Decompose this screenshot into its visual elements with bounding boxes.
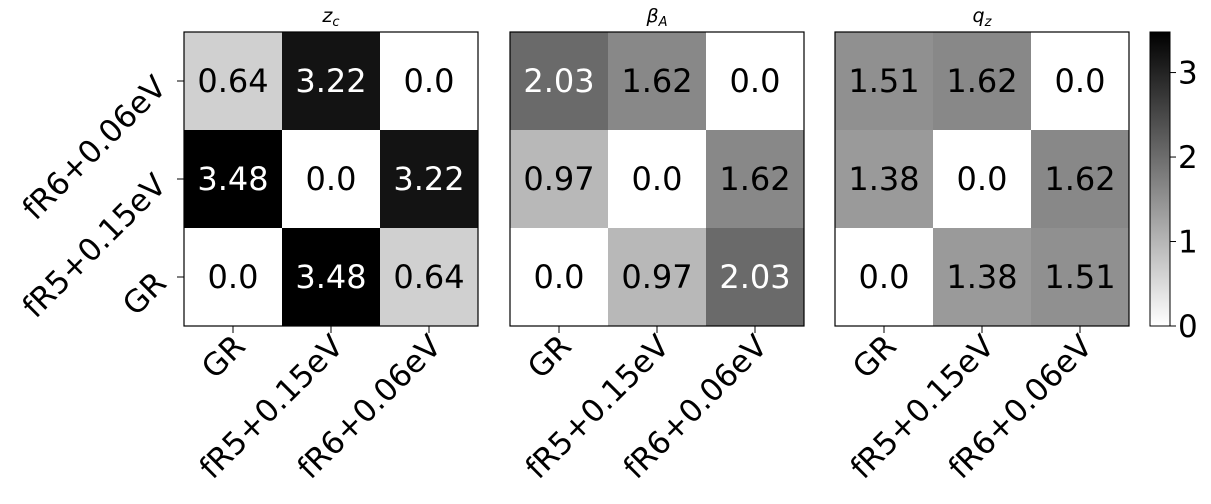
heatmap-panel: 0.64 3.22 0.03.48 0.0 3.220.0 3.48 0.64zcGRfR5… [16, 5, 479, 486]
heatmap-cell [933, 228, 1031, 326]
cell-value-label: 2.03 [523, 62, 594, 100]
heatmap-cell [380, 130, 478, 228]
heatmap-cell [380, 32, 478, 130]
panel-title: qz [973, 5, 993, 30]
cell-value-label: 1.38 [848, 160, 919, 198]
heatmap-cell [608, 32, 706, 130]
cell-value-label: 3.22 [295, 62, 366, 100]
colorbar-frame [1149, 31, 1171, 327]
cell-value-label: 0.0 [1055, 62, 1106, 100]
colorbar-tick-label: 0 [1178, 309, 1198, 345]
cell-value-label: 0.0 [730, 62, 781, 100]
heatmap-cell [706, 32, 804, 130]
cell-value-label: 0.64 [393, 258, 464, 296]
cell-value-label: 0.0 [534, 258, 585, 296]
colorbar-tick-label: 2 [1178, 140, 1198, 176]
heatmap-cell [1031, 228, 1129, 326]
heatmap-panel: 2.03 1.62 0.00.97 0.0 1.620.0 0.97 2.03βAGRfR5… [509, 5, 805, 486]
heatmap-cell [510, 228, 608, 326]
cell-value-label: 1.62 [621, 62, 692, 100]
heatmap-cell [706, 130, 804, 228]
heatmap-cell [282, 32, 380, 130]
colorbar: 0 1 2 3 [1149, 31, 1198, 345]
heatmap-cell [380, 228, 478, 326]
heatmap-cell [510, 32, 608, 130]
cell-value-label: 1.62 [719, 160, 790, 198]
y-tick-label: GR [116, 265, 174, 323]
cell-value-label: 1.38 [946, 258, 1017, 296]
colorbar-tick-label: 1 [1178, 225, 1198, 261]
heatmap-cell [282, 228, 380, 326]
cell-value-label: 1.62 [1044, 160, 1115, 198]
panel-title: zc [321, 5, 339, 30]
heatmap-cell [510, 130, 608, 228]
heatmap-cell [1031, 32, 1129, 130]
cell-value-label: 0.0 [208, 258, 259, 296]
cell-value-label: 0.97 [621, 258, 692, 296]
heatmap-cell [184, 32, 282, 130]
heatmap-cell [835, 228, 933, 326]
cell-value-label: 0.0 [632, 160, 683, 198]
cell-value-label: 3.22 [393, 160, 464, 198]
heatmap-panel: 1.51 1.62 0.01.38 0.0 1.620.0 1.38 1.51qzGRfR5… [834, 5, 1130, 486]
heatmap-panels: 0.64 3.22 0.03.48 0.0 3.220.0 3.48 0.64zcGRfR5… [16, 5, 1130, 486]
heatmap-cell [184, 228, 282, 326]
cell-value-label: 0.0 [306, 160, 357, 198]
x-tick-label: GR [521, 328, 579, 386]
cell-value-label: 0.0 [404, 62, 455, 100]
heatmap-cell [1031, 130, 1129, 228]
heatmap-cell [282, 130, 380, 228]
panel-title: βA [645, 5, 667, 30]
cell-value-label: 0.0 [859, 258, 910, 296]
heatmap-cell [933, 130, 1031, 228]
cell-value-label: 2.03 [719, 258, 790, 296]
heatmap-cell [184, 130, 282, 228]
cell-value-label: 1.51 [1044, 258, 1115, 296]
heatmap-cell [608, 130, 706, 228]
colorbar-tick-label: 3 [1178, 56, 1198, 92]
heatmap-cell [835, 130, 933, 228]
heatmap-cell [706, 228, 804, 326]
colorbar-gradient [1150, 32, 1170, 326]
x-tick-label: GR [846, 328, 904, 386]
cell-value-label: 1.62 [946, 62, 1017, 100]
heatmap-cell [835, 32, 933, 130]
cell-value-label: 3.48 [295, 258, 366, 296]
cell-value-label: 0.64 [197, 62, 268, 100]
heatmap-cell [933, 32, 1031, 130]
cell-value-label: 0.97 [523, 160, 594, 198]
cell-value-label: 1.51 [848, 62, 919, 100]
cell-value-label: 3.48 [197, 160, 268, 198]
cell-value-label: 0.0 [957, 160, 1008, 198]
x-tick-label: GR [195, 328, 253, 386]
heatmap-cell [608, 228, 706, 326]
